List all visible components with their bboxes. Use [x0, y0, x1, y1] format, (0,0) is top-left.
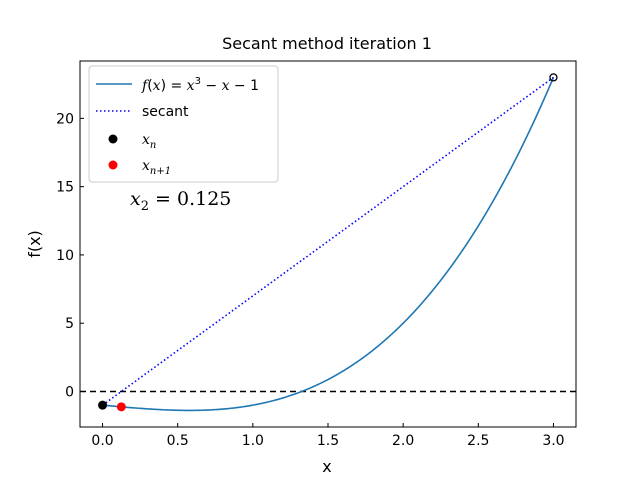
- x-tick-label: 2.5: [467, 433, 489, 449]
- legend-label-xn: xn: [142, 132, 156, 151]
- x-axis-label: x: [322, 457, 331, 476]
- x-tick-label: 0.5: [167, 433, 189, 449]
- y-axis-ticks: 0 5 10 15 20: [56, 111, 84, 400]
- x-tick-label: 0.0: [91, 433, 113, 449]
- y-tick-label: 15: [56, 180, 74, 196]
- legend-marker-xn: [108, 134, 118, 144]
- x-tick-label: 1.5: [317, 433, 339, 449]
- y-tick-label: 10: [56, 248, 74, 264]
- series-function-line: [102, 77, 555, 412]
- legend-marker-xn1: [108, 160, 118, 170]
- y-tick-label: 20: [56, 111, 74, 127]
- y-tick-label: 0: [65, 384, 74, 400]
- x-axis-ticks: 0.0 0.5 1.0 1.5 2.0 2.5 3.0: [91, 423, 565, 449]
- legend-label-xn1: xn+1: [142, 158, 171, 177]
- y-axis-label: f(x): [25, 230, 44, 258]
- chart-title: Secant method iteration 1: [222, 34, 432, 53]
- x-tick-label: 2.0: [392, 433, 414, 449]
- legend-label-secant: secant: [142, 104, 189, 120]
- legend-box: [88, 65, 279, 183]
- legend-label-function: f(x) = x3 − x − 1: [141, 76, 259, 94]
- legend: f(x) = x3 − x − 1 secant xn xn+1: [88, 65, 279, 183]
- plot-area: [80, 73, 576, 412]
- x-tick-label: 3.0: [542, 433, 564, 449]
- open-marker-x1: [549, 73, 558, 82]
- point-xn1: [116, 402, 126, 412]
- point-xn: [98, 400, 108, 410]
- series-secant-line: [102, 76, 554, 406]
- x-tick-label: 1.0: [242, 433, 264, 449]
- y-tick-label: 5: [65, 316, 74, 332]
